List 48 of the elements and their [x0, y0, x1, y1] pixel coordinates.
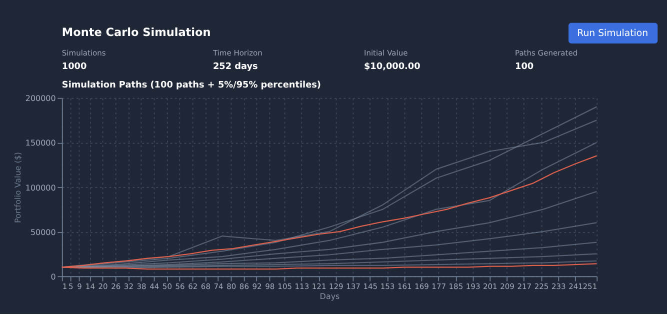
x-tick-label: 14	[85, 282, 96, 291]
x-tick-label: 50	[162, 282, 172, 291]
x-tick-label: 20	[98, 282, 108, 291]
x-tick-label: 241	[568, 282, 584, 291]
x-tick-label: 193	[466, 282, 480, 291]
x-tick-label: 153	[380, 282, 395, 291]
text: $10,000.00	[364, 62, 420, 72]
chart-title: Monte Carlo Simulation	[62, 26, 211, 39]
x-tick-label: 105	[278, 282, 292, 291]
x-tick-label: 62	[188, 282, 198, 291]
x-tick-label: 38	[136, 282, 147, 291]
x-tick-label: 169	[414, 282, 430, 291]
x-tick-label: 113	[294, 282, 310, 291]
x-tick-label: 145	[363, 282, 378, 291]
x-tick-label: 68	[200, 282, 211, 291]
x-tick-label: 44	[150, 282, 160, 291]
x-tick-label: 26	[111, 282, 121, 291]
text: Initial Value	[364, 48, 408, 58]
text: 252 days	[212, 62, 258, 72]
x-tick-label: 80	[226, 282, 236, 291]
x-tick-label: 1	[62, 282, 68, 291]
text: Simulations	[62, 48, 106, 58]
x-tick-label: 92	[252, 282, 262, 291]
x-tick-label: 56	[175, 282, 186, 291]
text: Time Horizon	[212, 48, 263, 58]
x-tick-label: 177	[432, 282, 446, 291]
x-tick-label: 185	[448, 282, 464, 291]
x-tick-label: 98	[265, 282, 275, 291]
x-tick-label: 121	[312, 282, 326, 291]
chart-subtitle: Simulation Paths (100 paths + 5%/95% percentiles)	[62, 80, 321, 91]
x-tick-label: 129	[329, 282, 344, 291]
x-tick-label: 209	[500, 282, 515, 291]
text: 1000	[62, 62, 87, 72]
x-tick-label: 251	[582, 282, 598, 291]
text: Paths Generated	[515, 48, 578, 58]
x-tick-label: 201	[483, 282, 498, 291]
x-tick-label: 217	[517, 282, 532, 291]
x-tick-label: 74	[214, 282, 224, 291]
x-tick-label: 233	[551, 282, 566, 291]
x-tick-label: 9	[77, 282, 82, 291]
x-tick-label: 86	[239, 282, 250, 291]
x-tick-label: 225	[534, 282, 549, 291]
x-tick-label: 5	[68, 282, 74, 291]
text: 100	[515, 62, 534, 72]
x-tick-label: 161	[397, 282, 412, 291]
x-tick-label: 32	[124, 282, 134, 291]
x-tick-label: 137	[346, 282, 361, 291]
text: Run Simulation	[577, 28, 648, 39]
